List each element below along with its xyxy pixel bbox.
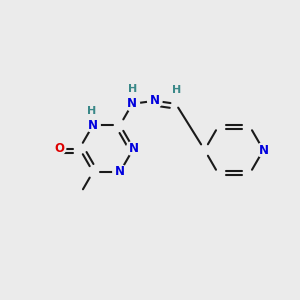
Circle shape [113,165,127,179]
Text: N: N [127,97,137,110]
Circle shape [52,142,66,155]
Circle shape [256,143,271,157]
Circle shape [126,141,141,156]
Text: H: H [87,106,96,116]
Text: N: N [88,118,98,132]
Text: N: N [128,142,139,155]
Text: O: O [54,142,64,155]
Text: N: N [150,94,160,107]
Circle shape [148,94,162,108]
Text: H: H [128,84,137,94]
Circle shape [125,97,140,111]
Text: N: N [258,143,268,157]
Text: H: H [172,85,181,95]
Circle shape [86,118,100,132]
Text: N: N [115,165,125,178]
